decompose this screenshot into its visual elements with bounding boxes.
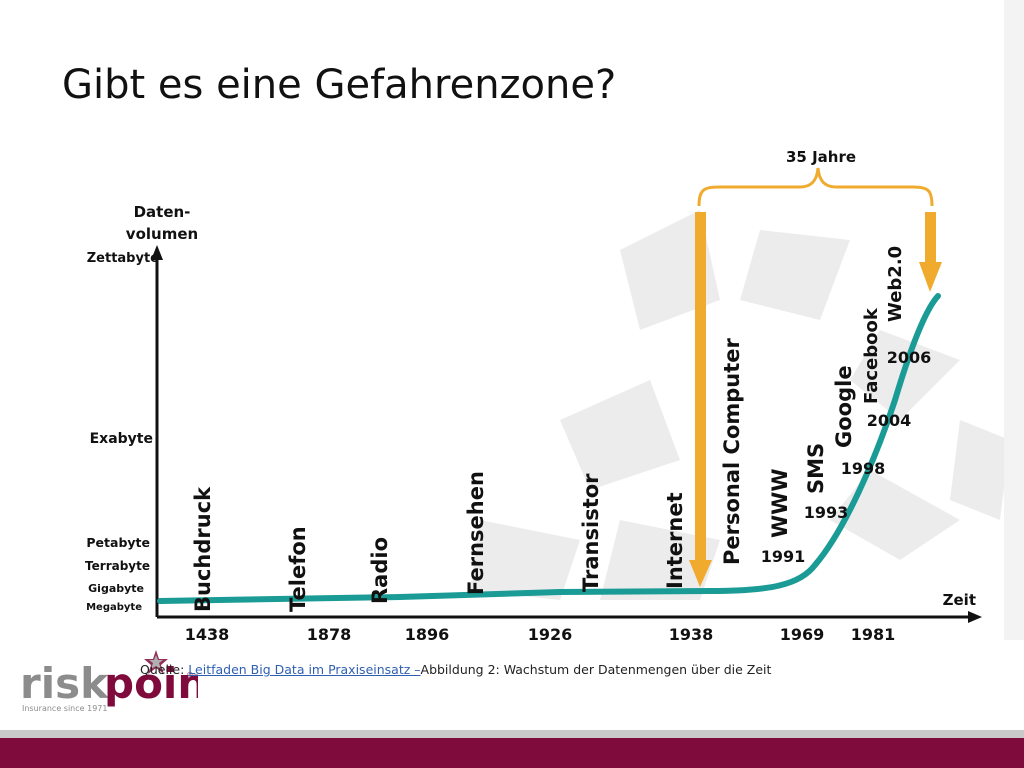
milestone-internet: Internet: [663, 492, 687, 589]
arrow-web20-head: [919, 262, 942, 292]
svg-text:Insurance since 1971: Insurance since 1971: [22, 704, 107, 713]
milestone-facebook: Facebook: [861, 307, 882, 404]
milestone-telefon: Telefon: [286, 526, 310, 612]
milestone-transistor: Transistor: [579, 473, 603, 592]
curve-year-2006: 2006: [887, 348, 932, 367]
source-citation: Quelle: Leitfaden Big Data im Praxiseins…: [140, 662, 771, 677]
x-year-1938: 1938: [669, 625, 714, 644]
x-year-1981: 1981: [851, 625, 896, 644]
x-year-1878: 1878: [307, 625, 352, 644]
curve-year-1998: 1998: [841, 459, 886, 478]
y-level-zettabyte: Zettabyte: [87, 251, 159, 266]
x-axis-label: Zeit: [943, 591, 976, 609]
arrow-web20-shaft: [925, 212, 936, 264]
y-level-terrabyte: Terrabyte: [85, 559, 150, 573]
y-level-megabyte: Megabyte: [86, 602, 142, 613]
arrow-1938-head: [689, 560, 712, 587]
milestone-radio: Radio: [368, 537, 392, 604]
slide-title: Gibt es eine Gefahrenzone?: [62, 62, 617, 108]
footer-brand-bar: [0, 738, 1024, 768]
logo-star-icon: [144, 650, 168, 674]
curve-year-1991: 1991: [761, 547, 806, 566]
y-axis-arrow: [151, 245, 163, 260]
x-year-1896: 1896: [405, 625, 450, 644]
span-label: 35 Jahre: [786, 148, 856, 166]
svg-text:risk: risk: [20, 659, 109, 708]
footer-gray-stripe: [0, 730, 1024, 738]
source-prefix: Quelle:: [140, 662, 189, 677]
y-level-petabyte: Petabyte: [86, 535, 150, 550]
x-year-1926: 1926: [528, 625, 573, 644]
y-axis-title-line2: volumen: [126, 225, 198, 243]
svg-text:point: point: [104, 659, 198, 708]
milestone-web20: Web2.0: [885, 246, 906, 322]
span-bracket: [697, 167, 934, 207]
y-axis-title-line1: Daten-: [134, 203, 191, 221]
growth-curve: [157, 293, 941, 604]
riskpoint-logo: risk point ® Insurance since 1971: [20, 650, 198, 713]
milestone-buchdruck: Buchdruck: [191, 486, 215, 612]
y-level-exabyte: Exabyte: [90, 431, 153, 447]
y-level-gigabyte: Gigabyte: [88, 582, 144, 595]
curve-year-2004: 2004: [867, 411, 912, 430]
x-year-1438: 1438: [185, 625, 230, 644]
milestone-sms: SMS: [804, 443, 828, 494]
milestone-www: WWW: [768, 469, 792, 539]
x-year-1969: 1969: [780, 625, 825, 644]
arrow-1938-shaft: [695, 212, 706, 562]
milestone-personal-computer: Personal Computer: [720, 337, 744, 565]
source-suffix: Abbildung 2: Wachstum der Datenmengen üb…: [420, 662, 772, 677]
x-axis-arrow: [968, 611, 982, 623]
milestone-fernsehen: Fernsehen: [464, 471, 488, 595]
data-growth-diagram: Daten- volumen Zettabyte Exabyte Petabyt…: [85, 148, 982, 644]
milestone-google: Google: [832, 365, 856, 448]
source-link[interactable]: Leitfaden Big Data im Praxiseinsatz –: [188, 662, 421, 677]
curve-year-1993: 1993: [804, 503, 849, 522]
svg-text:®: ®: [186, 671, 194, 680]
